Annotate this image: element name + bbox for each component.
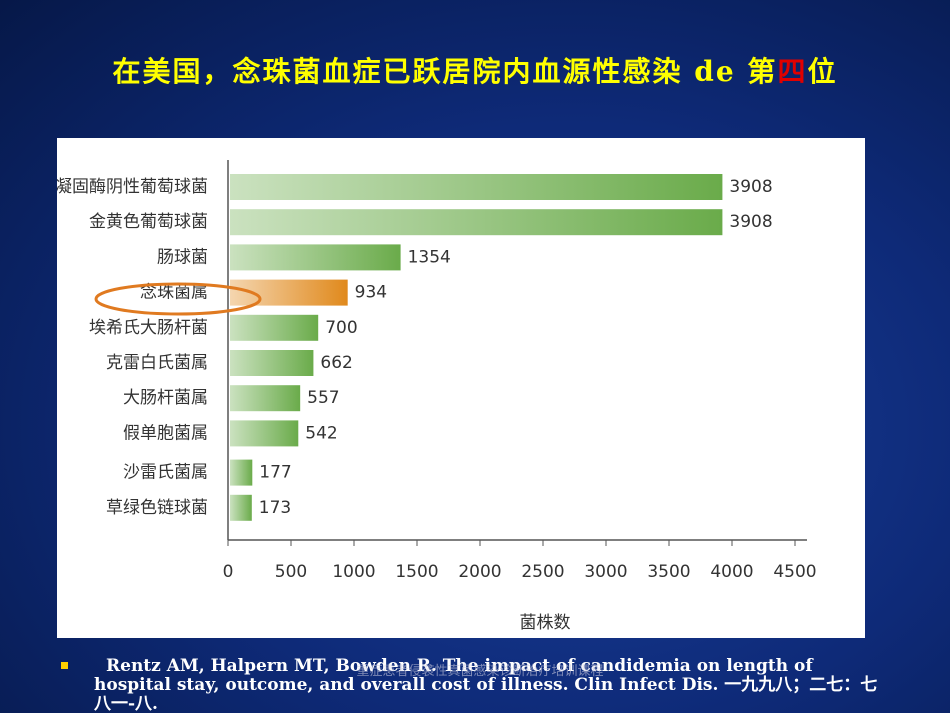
x-tick-label: 2000: [458, 562, 501, 582]
footnote: Rentz AM, Halpern MT, Bowden R. The impa…: [94, 656, 878, 713]
bar: [230, 209, 723, 236]
value-label: 3908: [729, 177, 772, 197]
y-tick-label: 克雷白氏菌属: [106, 353, 208, 373]
value-label: 542: [305, 423, 337, 443]
y-tick-label: 大肠杆菌属: [123, 388, 208, 408]
y-tick-label: 凝固酶阴性葡萄球菌: [57, 177, 208, 197]
highlight-ellipse: [94, 282, 262, 316]
watermark: 重症患者侵袭性真菌感染诊断治疗培训课程: [356, 664, 604, 679]
x-tick-label: 4000: [710, 562, 753, 582]
title-text: 位: [807, 55, 838, 88]
bar: [230, 420, 299, 447]
value-label: 173: [259, 498, 291, 518]
title-highlight: 四: [777, 55, 808, 88]
y-tick-label: 假单胞菌属: [123, 423, 208, 443]
value-label: 662: [320, 353, 352, 373]
x-tick-label: 4500: [773, 562, 816, 582]
value-label: 177: [259, 463, 291, 483]
bar: [230, 385, 301, 412]
y-tick-label: 沙雷氏菌属: [123, 463, 208, 483]
bar: [230, 350, 314, 376]
y-tick-label: 肠球菌: [157, 247, 208, 267]
bar: [230, 244, 401, 271]
title: 在美国，念珠菌血症已跃居院内血源性感染 de 第四位: [60, 52, 890, 92]
y-tick-label: 念珠菌属: [140, 282, 208, 303]
bullet: [61, 662, 68, 669]
x-tick-label: 3500: [647, 562, 690, 582]
x-tick-label: 2500: [521, 562, 564, 582]
value-label: 557: [307, 388, 339, 408]
x-tick-label: 1500: [395, 562, 438, 582]
bar: [230, 314, 319, 341]
bar: [230, 174, 723, 200]
bar: [230, 494, 252, 521]
value-label: 934: [355, 283, 387, 303]
y-tick-label: 埃希氏大肠杆菌: [89, 318, 208, 338]
x-axis-label: 菌株数: [520, 613, 571, 633]
y-tick-label: 金黄色葡萄球菌: [89, 212, 208, 232]
x-tick-label: 3000: [584, 562, 627, 582]
value-label: 3908: [729, 212, 772, 232]
value-label: 700: [325, 318, 357, 338]
x-tick-label: 1000: [332, 562, 375, 582]
title-text: 在美国，念珠菌血症已跃居院内血源性感染 de 第: [112, 55, 778, 88]
bar: [230, 459, 253, 486]
chart: 0 500 1000 1500 2000 2500 3000 3500 4000 4500 菌株数 凝…: [57, 138, 865, 638]
x-tick-label: 0: [223, 562, 234, 582]
x-tick-label: 500: [275, 562, 307, 582]
y-tick-label: 草绿色链球菌: [106, 498, 208, 518]
value-label: 1354: [408, 247, 451, 267]
